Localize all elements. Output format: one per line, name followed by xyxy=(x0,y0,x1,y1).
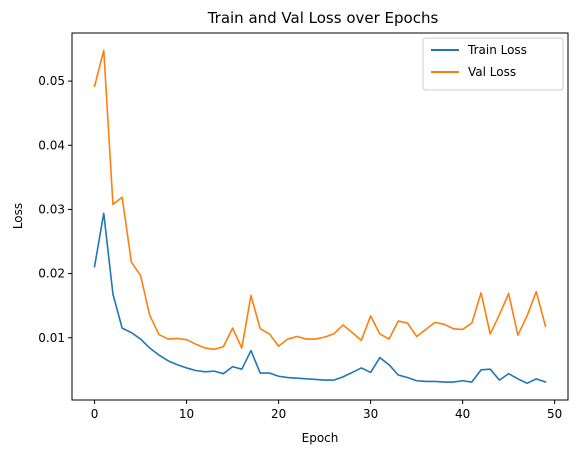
legend-val-loss-label: Val Loss xyxy=(468,65,516,79)
plot-area xyxy=(71,32,569,401)
series-line-val-loss xyxy=(93,49,547,351)
x-tick-label: 10 xyxy=(179,407,194,421)
series-layer xyxy=(93,49,547,385)
y-tick-label: 0.01 xyxy=(38,331,65,345)
x-tick-label: 50 xyxy=(547,407,562,421)
y-tick-label: 0.04 xyxy=(38,138,65,152)
series-line-train-loss xyxy=(93,212,547,385)
x-tick-label: 0 xyxy=(91,407,99,421)
legend-train-loss-label: Train Loss xyxy=(467,43,527,57)
y-tick-label: 0.02 xyxy=(38,267,65,281)
chart-title: Train and Val Loss over Epochs xyxy=(207,9,439,27)
y-axis-ticks: 0.01 0.02 0.03 0.04 0.05 xyxy=(38,74,72,345)
x-axis-ticks: 0 10 20 30 40 50 xyxy=(91,400,562,421)
y-axis-label: Loss xyxy=(11,203,25,229)
x-axis-label: Epoch xyxy=(302,431,339,445)
x-tick-label: 40 xyxy=(455,407,470,421)
x-tick-label: 30 xyxy=(363,407,378,421)
x-tick-label: 20 xyxy=(271,407,286,421)
legend: Train Loss Val Loss xyxy=(422,37,564,91)
y-tick-label: 0.03 xyxy=(38,202,65,216)
y-tick-label: 0.05 xyxy=(38,74,65,88)
